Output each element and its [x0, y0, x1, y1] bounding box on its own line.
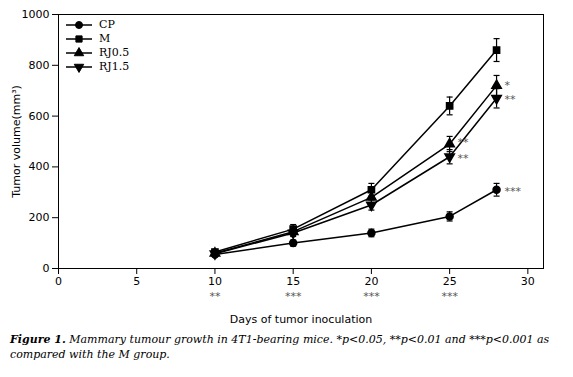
svg-text:1000: 1000 — [22, 8, 50, 21]
svg-text:**: ** — [504, 93, 516, 106]
svg-text:Days of tumor inoculation: Days of tumor inoculation — [230, 313, 372, 326]
svg-text:***: *** — [441, 290, 458, 303]
svg-text:600: 600 — [29, 110, 50, 123]
svg-text:200: 200 — [29, 211, 50, 224]
svg-text:**: ** — [457, 152, 469, 165]
svg-text:*: * — [504, 79, 510, 92]
svg-text:5: 5 — [133, 275, 140, 288]
svg-text:**: ** — [457, 136, 469, 149]
svg-text:10: 10 — [208, 275, 222, 288]
svg-text:800: 800 — [29, 59, 50, 72]
svg-text:0: 0 — [43, 262, 50, 275]
html-text:Figure 1. Mammary tumour growt: Figure 1. Mammary tumour growth in 4T1-b… — [10, 333, 550, 361]
svg-text:30: 30 — [521, 275, 535, 288]
svg-text:***: *** — [285, 290, 302, 303]
html-text:RJ1.5: RJ1.5 — [99, 60, 130, 73]
html-text:RJ0.5: RJ0.5 — [99, 46, 130, 59]
svg-text:***: *** — [363, 290, 380, 303]
html-text:CP: CP — [99, 18, 115, 31]
svg-text:Tumor volume(mm³): Tumor volume(mm³) — [10, 85, 23, 199]
svg-text:0: 0 — [55, 275, 62, 288]
svg-text:25: 25 — [443, 275, 457, 288]
svg-text:**: ** — [209, 290, 221, 303]
html-text:M: M — [99, 32, 111, 45]
svg-text:15: 15 — [286, 275, 300, 288]
svg-text:20: 20 — [364, 275, 378, 288]
svg-text:400: 400 — [29, 160, 50, 173]
svg-text:***: *** — [504, 185, 521, 198]
